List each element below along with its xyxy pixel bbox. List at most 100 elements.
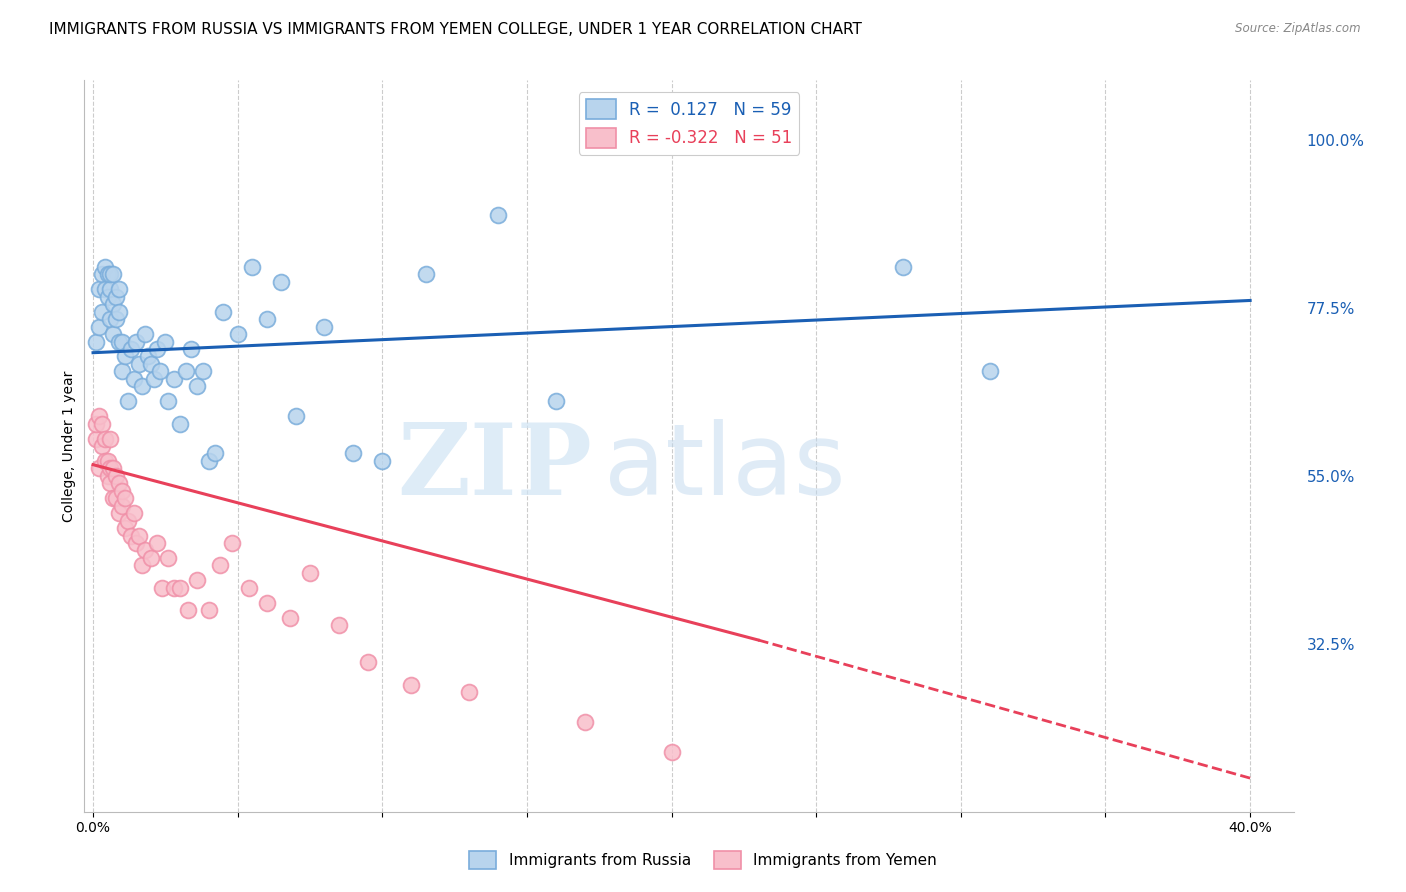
Point	[371, 454, 394, 468]
Point	[105, 290, 128, 304]
Point	[87, 409, 110, 424]
Point	[103, 461, 125, 475]
Point	[103, 326, 125, 341]
Legend: R =  0.127   N = 59, R = -0.322   N = 51: R = 0.127 N = 59, R = -0.322 N = 51	[579, 92, 799, 154]
Point	[152, 581, 174, 595]
Point	[128, 528, 150, 542]
Point	[169, 581, 191, 595]
Point	[111, 364, 134, 378]
Point	[145, 536, 167, 550]
Point	[209, 558, 232, 573]
Point	[96, 468, 118, 483]
Point	[90, 439, 112, 453]
Point	[163, 581, 186, 595]
Point	[100, 432, 122, 446]
Point	[93, 432, 115, 446]
Point	[111, 483, 134, 498]
Point	[458, 685, 481, 699]
Point	[114, 491, 136, 506]
Point	[270, 275, 292, 289]
Point	[128, 357, 150, 371]
Point	[120, 342, 142, 356]
Point	[131, 558, 153, 573]
Point	[103, 297, 125, 311]
Point	[117, 514, 139, 528]
Point	[100, 312, 122, 326]
Point	[84, 432, 107, 446]
Point	[212, 304, 235, 318]
Point	[204, 446, 226, 460]
Point	[240, 260, 263, 274]
Point	[979, 364, 1001, 378]
Point	[197, 454, 219, 468]
Point	[125, 536, 148, 550]
Point	[134, 326, 156, 341]
Point	[357, 656, 380, 670]
Point	[186, 379, 208, 393]
Text: IMMIGRANTS FROM RUSSIA VS IMMIGRANTS FROM YEMEN COLLEGE, UNDER 1 YEAR CORRELATIO: IMMIGRANTS FROM RUSSIA VS IMMIGRANTS FRO…	[49, 22, 862, 37]
Point	[661, 745, 683, 759]
Point	[544, 394, 567, 409]
Point	[284, 409, 307, 424]
Point	[90, 268, 112, 282]
Point	[108, 476, 131, 491]
Point	[87, 461, 110, 475]
Point	[111, 499, 134, 513]
Point	[114, 350, 136, 364]
Point	[134, 543, 156, 558]
Point	[105, 491, 128, 506]
Point	[197, 603, 219, 617]
Point	[105, 468, 128, 483]
Point	[177, 603, 200, 617]
Point	[415, 268, 437, 282]
Point	[122, 506, 145, 520]
Point	[100, 476, 122, 491]
Point	[87, 282, 110, 296]
Point	[93, 282, 115, 296]
Point	[93, 260, 115, 274]
Point	[108, 334, 131, 349]
Point	[148, 364, 170, 378]
Point	[157, 551, 180, 566]
Text: ZIP: ZIP	[398, 419, 592, 516]
Point	[108, 506, 131, 520]
Point	[142, 372, 165, 386]
Point	[105, 312, 128, 326]
Point	[891, 260, 914, 274]
Point	[96, 454, 118, 468]
Point	[256, 312, 278, 326]
Point	[108, 304, 131, 318]
Point	[117, 394, 139, 409]
Point	[145, 342, 167, 356]
Point	[96, 268, 118, 282]
Point	[139, 357, 162, 371]
Point	[90, 304, 112, 318]
Point	[574, 715, 596, 730]
Point	[108, 282, 131, 296]
Point	[96, 290, 118, 304]
Point	[278, 610, 301, 624]
Point	[174, 364, 197, 378]
Point	[155, 334, 177, 349]
Point	[100, 268, 122, 282]
Point	[314, 319, 336, 334]
Point	[399, 678, 422, 692]
Point	[84, 334, 107, 349]
Point	[100, 282, 122, 296]
Point	[125, 334, 148, 349]
Point	[169, 417, 191, 431]
Point	[298, 566, 321, 580]
Point	[342, 446, 364, 460]
Point	[131, 379, 153, 393]
Point	[120, 528, 142, 542]
Text: atlas: atlas	[605, 419, 846, 516]
Point	[103, 268, 125, 282]
Point	[139, 551, 162, 566]
Point	[100, 461, 122, 475]
Point	[256, 596, 278, 610]
Point	[186, 574, 208, 588]
Point	[90, 417, 112, 431]
Point	[191, 364, 214, 378]
Point	[163, 372, 186, 386]
Legend: Immigrants from Russia, Immigrants from Yemen: Immigrants from Russia, Immigrants from …	[463, 845, 943, 875]
